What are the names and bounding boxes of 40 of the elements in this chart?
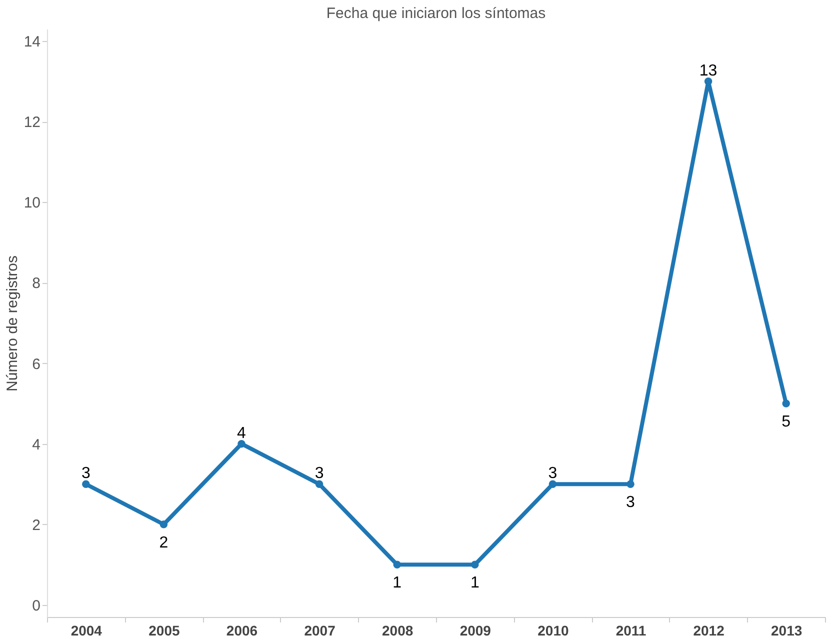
- point: [626, 480, 634, 488]
- data-label: 3: [548, 465, 558, 482]
- data-label: 4: [237, 424, 246, 442]
- y-tick-label: 0: [32, 597, 40, 614]
- x-tick-label: 2012: [693, 622, 725, 638]
- x-tick-label: 2006: [226, 622, 258, 638]
- chart-title: Fecha que iniciaron los síntomas: [326, 5, 546, 22]
- y-tick-label: 12: [24, 114, 40, 132]
- x-tick-label: 2010: [538, 622, 569, 638]
- y-tick-label: 8: [32, 275, 40, 292]
- y-tick-label: 2: [32, 516, 40, 534]
- x-tick-label: 2004: [70, 622, 102, 638]
- data-label: 3: [314, 465, 324, 482]
- data-label: 13: [699, 62, 718, 80]
- data-label: 3: [81, 465, 90, 482]
- point: [238, 440, 246, 448]
- point: [315, 480, 324, 488]
- data-label: 3: [626, 494, 636, 512]
- x-tick-label: 2007: [304, 622, 336, 638]
- y-axis-title: Número de registros: [4, 256, 21, 392]
- y-tick-label: 4: [32, 436, 40, 454]
- x-tick-label: 2005: [148, 622, 180, 638]
- x-tick-label: 2013: [771, 622, 802, 638]
- y-tick-label: 10: [24, 194, 40, 212]
- y-tick-label: 6: [32, 356, 40, 373]
- data-label: 1: [392, 574, 402, 592]
- point: [160, 520, 168, 528]
- x-tick-label: 2009: [460, 622, 492, 638]
- data-label: 1: [470, 574, 480, 592]
- y-tick-label: 14: [24, 34, 40, 51]
- x-tick-label: 2011: [616, 622, 646, 638]
- point: [393, 560, 401, 569]
- point: [82, 480, 90, 488]
- data-label: 5: [782, 414, 791, 431]
- x-tick-label: 2008: [382, 622, 414, 638]
- data-label: 2: [159, 534, 168, 552]
- point: [471, 560, 479, 569]
- point: [782, 400, 790, 408]
- point: [548, 480, 557, 488]
- point: [704, 77, 712, 86]
